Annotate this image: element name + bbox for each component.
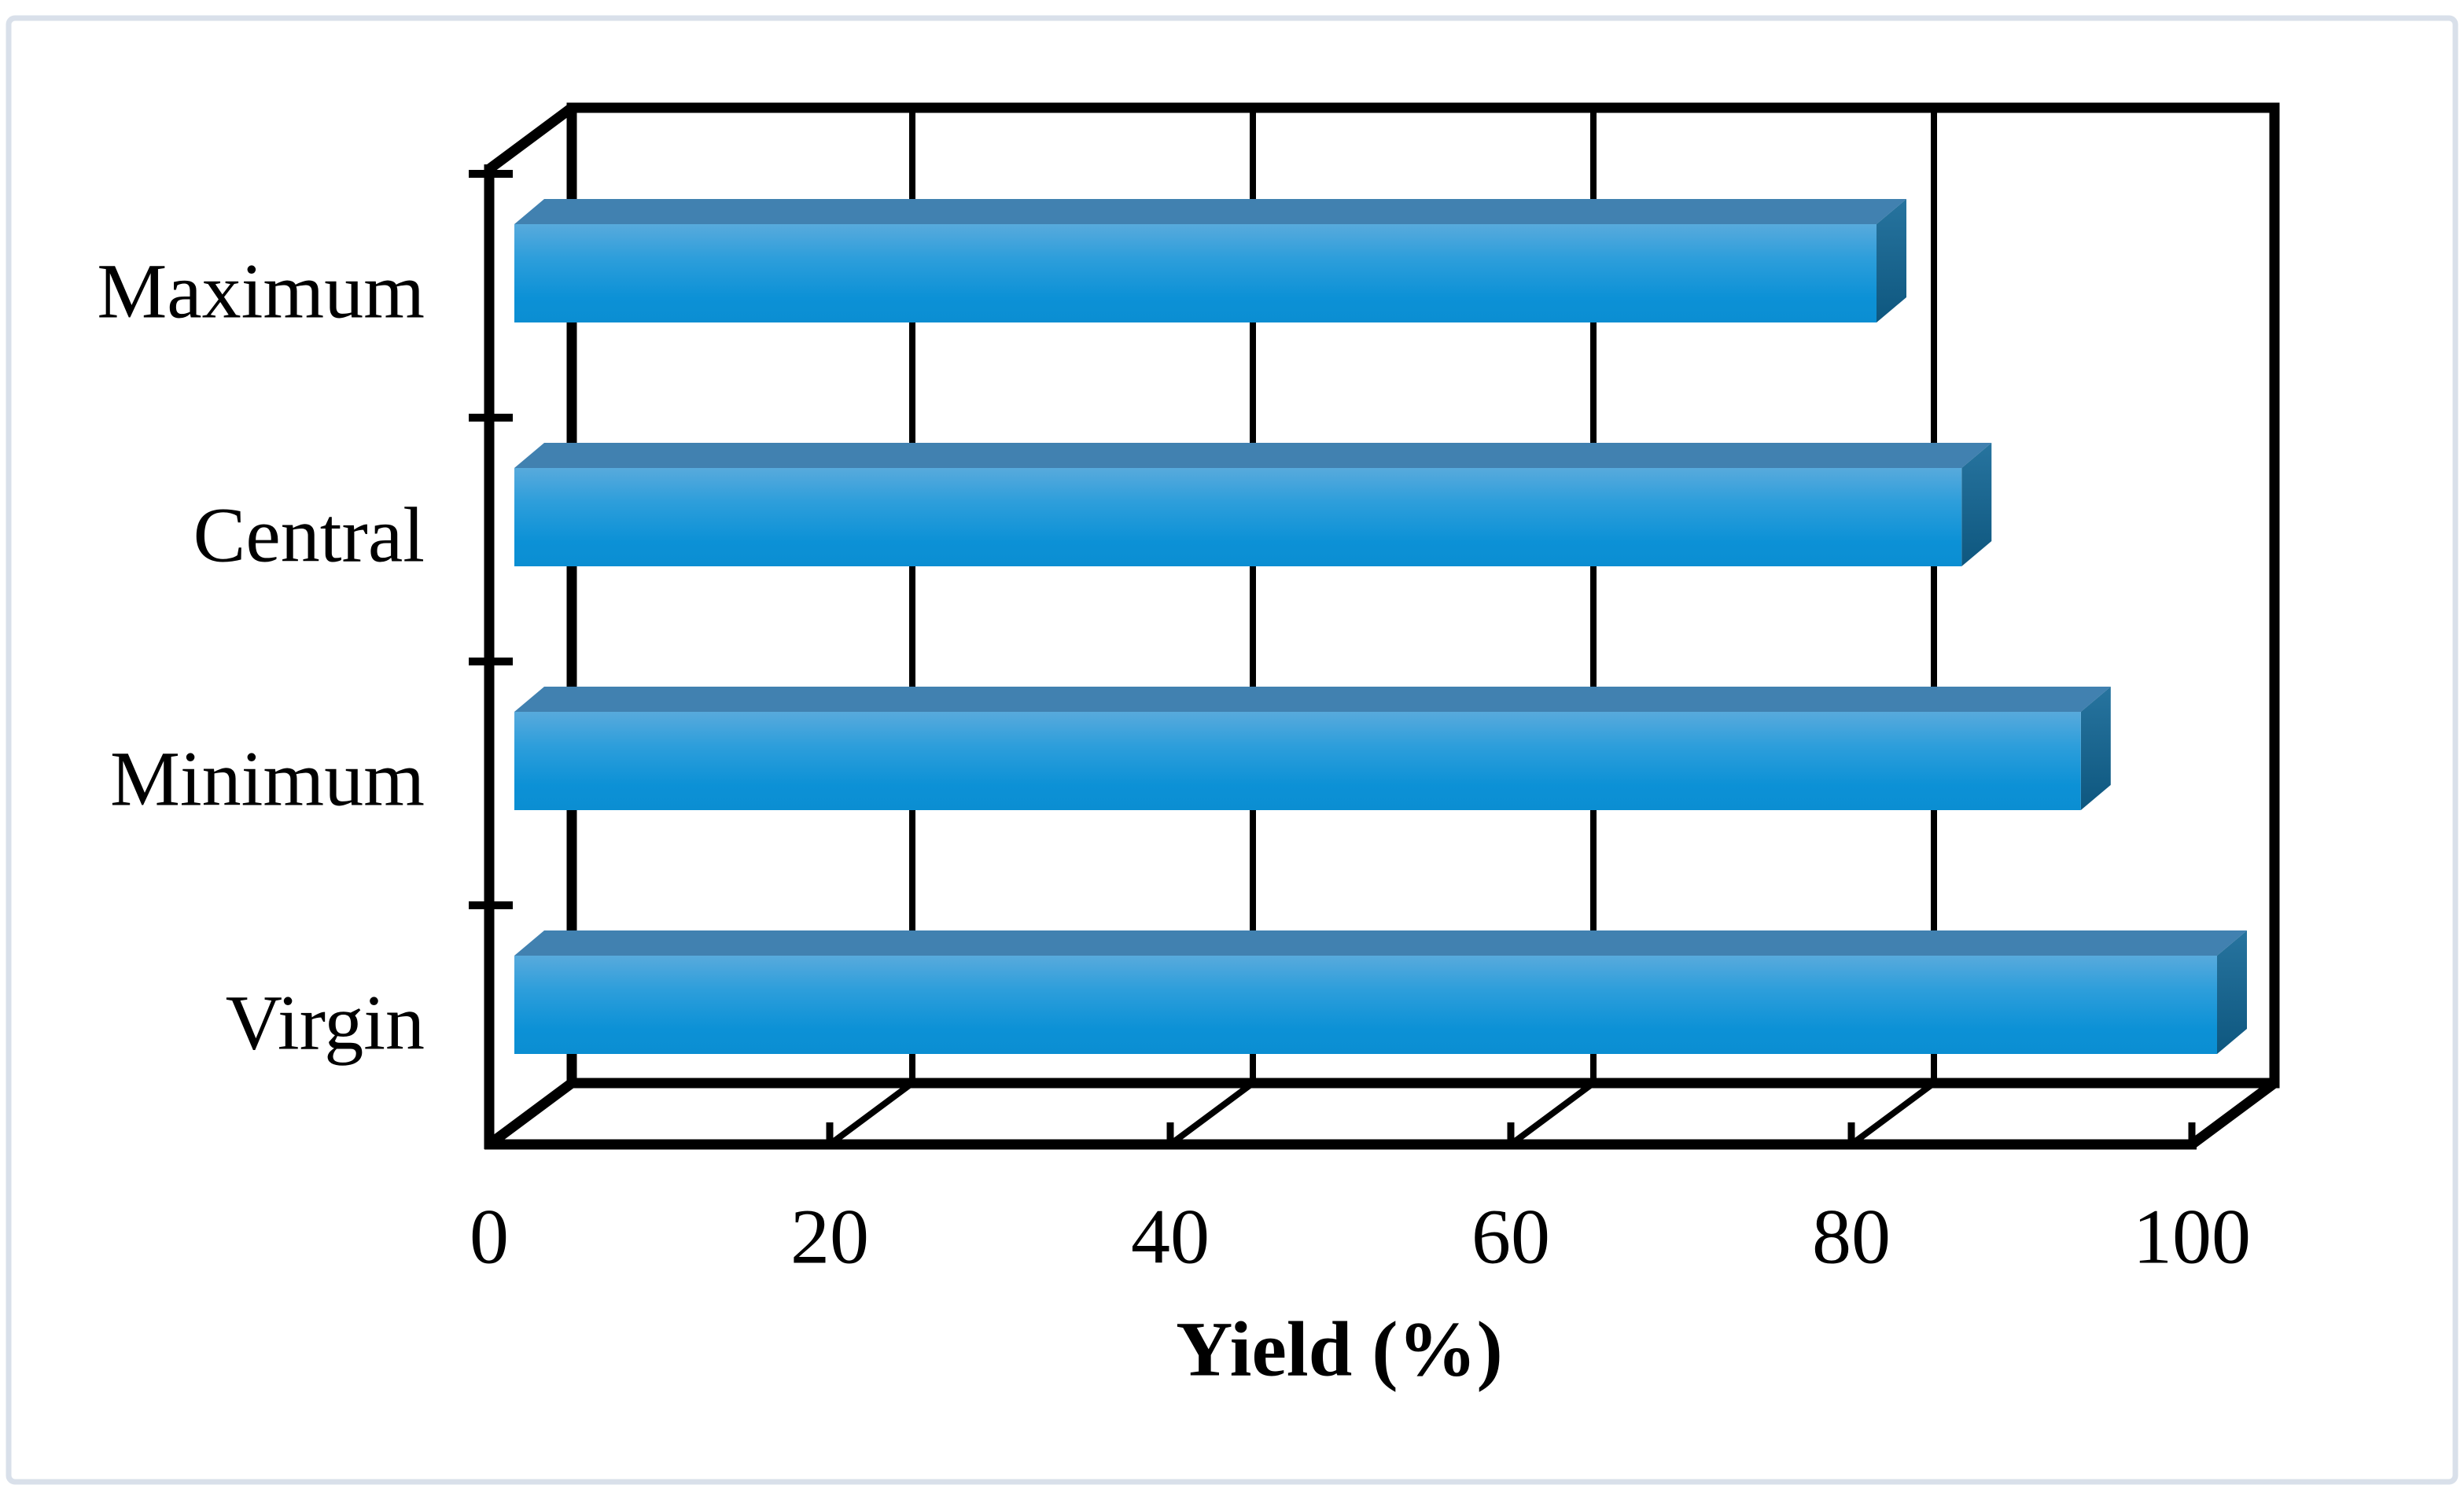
bar-minimum [514, 687, 2111, 810]
bar-maximum [514, 199, 1906, 322]
bar-side-face [2080, 687, 2111, 810]
bottom-left-depth-edge [486, 1078, 575, 1149]
top-left-depth-edge [486, 103, 575, 174]
figure-border [6, 15, 2458, 1485]
axis-ticks-layer [469, 170, 2196, 1141]
floor-gridline [1168, 1080, 1255, 1148]
x-tick-label-80: 80 [1812, 1193, 1891, 1280]
bar-front-face [514, 956, 2217, 1054]
bar-side-face [2217, 930, 2247, 1054]
x-tick-label-0: 0 [470, 1193, 509, 1280]
bar-side-face [1877, 199, 1906, 322]
bar-virgin [514, 930, 2247, 1054]
category-label-minimum: Minimum [110, 735, 425, 823]
bar-top-face [514, 443, 1992, 468]
bar-top-face [514, 930, 2247, 956]
bar-top-face [514, 687, 2111, 712]
x-tick-label-60: 60 [1471, 1193, 1550, 1280]
labels-layer: Maximum Central Minimum Virgin 0 20 40 60 80 100 [97, 248, 2251, 1280]
bars-layer [514, 199, 2247, 1054]
bar-central [514, 443, 1992, 566]
bar-top-face [514, 199, 1906, 224]
x-tick-label-20: 20 [790, 1193, 869, 1280]
bar-front-face [514, 224, 1877, 322]
bar-front-face [514, 712, 2081, 810]
category-label-maximum: Maximum [97, 248, 425, 335]
bar-front-face [514, 468, 1962, 566]
floor-gridline [1849, 1080, 1936, 1148]
category-label-virgin: Virgin [226, 979, 425, 1067]
x-tick-label-40: 40 [1131, 1193, 1210, 1280]
x-axis-title: Yield (%) [1176, 1306, 1503, 1393]
floor-gridline [1508, 1080, 1596, 1148]
bar-side-face [1961, 443, 1992, 566]
bottom-right-depth-edge [2189, 1078, 2278, 1149]
floor-gridline [827, 1080, 915, 1148]
x-tick-label-100: 100 [2133, 1193, 2251, 1280]
category-label-central: Central [193, 492, 425, 579]
